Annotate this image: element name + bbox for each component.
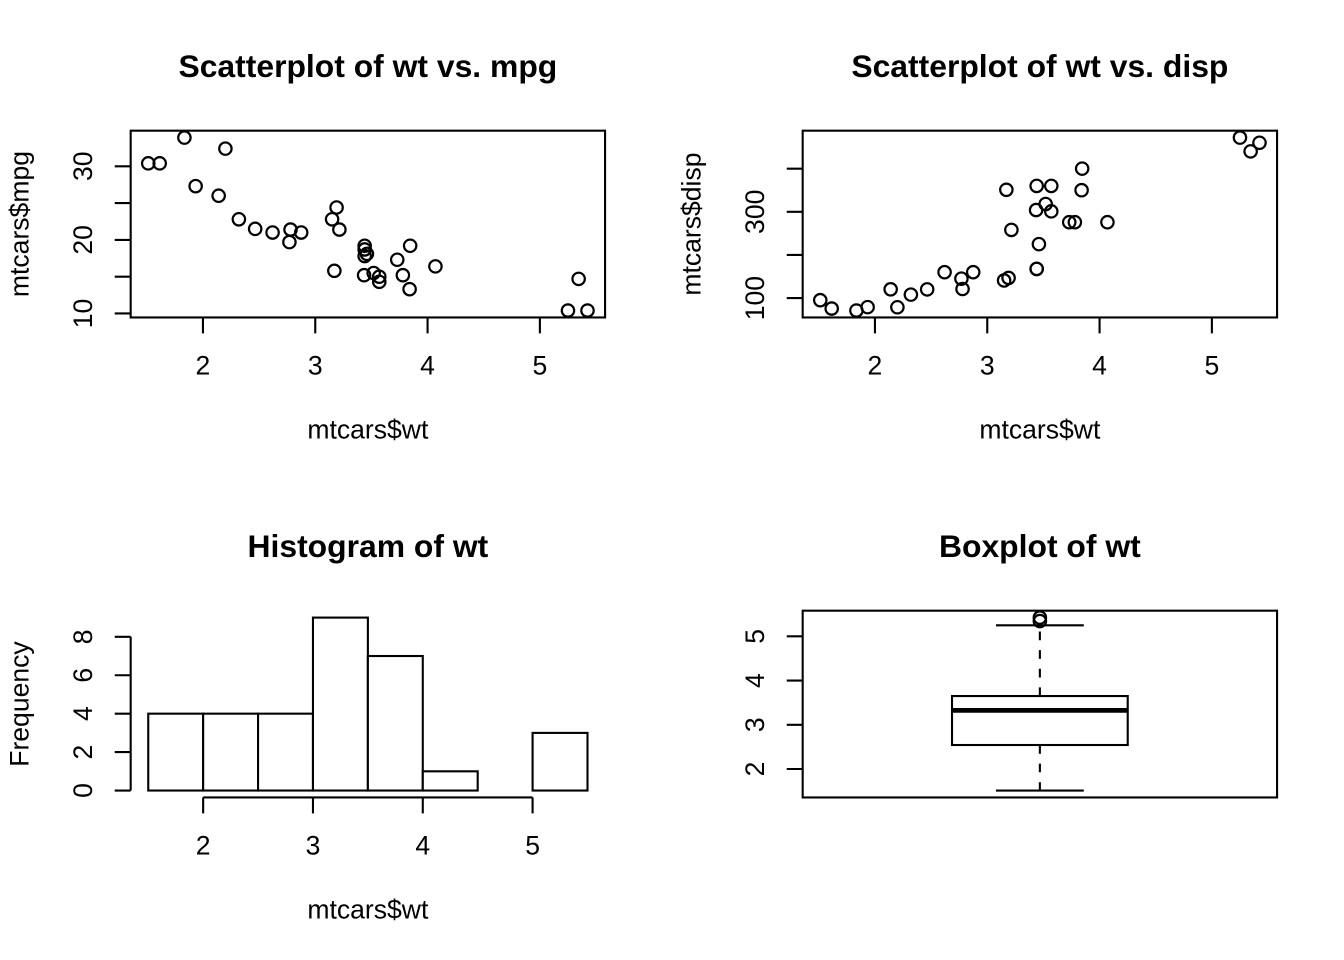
svg-text:mtcars$disp: mtcars$disp [676, 153, 706, 296]
svg-text:2: 2 [868, 351, 883, 381]
svg-text:2: 2 [196, 351, 211, 381]
svg-text:5: 5 [532, 351, 547, 381]
svg-text:4: 4 [415, 831, 430, 861]
svg-text:2: 2 [196, 831, 211, 861]
svg-text:8: 8 [68, 629, 98, 644]
svg-text:0: 0 [68, 783, 98, 798]
svg-text:2: 2 [68, 745, 98, 760]
svg-text:mtcars$wt: mtcars$wt [307, 894, 429, 924]
svg-text:3: 3 [306, 831, 321, 861]
svg-text:30: 30 [68, 152, 98, 182]
svg-text:3: 3 [308, 351, 323, 381]
svg-text:Histogram of wt: Histogram of wt [248, 528, 489, 564]
svg-text:mtcars$mpg: mtcars$mpg [4, 151, 34, 297]
svg-text:mtcars$wt: mtcars$wt [307, 414, 429, 444]
svg-text:4: 4 [1092, 351, 1107, 381]
svg-text:Scatterplot of wt vs. disp: Scatterplot of wt vs. disp [851, 48, 1228, 84]
svg-text:3: 3 [980, 351, 995, 381]
svg-text:Scatterplot of wt vs. mpg: Scatterplot of wt vs. mpg [178, 48, 557, 84]
svg-text:3: 3 [740, 717, 770, 732]
svg-text:5: 5 [1204, 351, 1219, 381]
svg-text:100: 100 [740, 276, 770, 320]
svg-text:4: 4 [68, 706, 98, 721]
svg-text:20: 20 [68, 225, 98, 255]
svg-text:Frequency: Frequency [4, 641, 34, 767]
svg-text:4: 4 [420, 351, 435, 381]
svg-text:300: 300 [740, 190, 770, 234]
svg-text:10: 10 [68, 299, 98, 329]
svg-text:6: 6 [68, 668, 98, 683]
svg-text:4: 4 [740, 673, 770, 688]
svg-text:2: 2 [740, 762, 770, 777]
svg-text:Boxplot of wt: Boxplot of wt [939, 528, 1141, 564]
svg-text:5: 5 [740, 629, 770, 644]
svg-text:5: 5 [525, 831, 540, 861]
svg-text:mtcars$wt: mtcars$wt [979, 414, 1101, 444]
